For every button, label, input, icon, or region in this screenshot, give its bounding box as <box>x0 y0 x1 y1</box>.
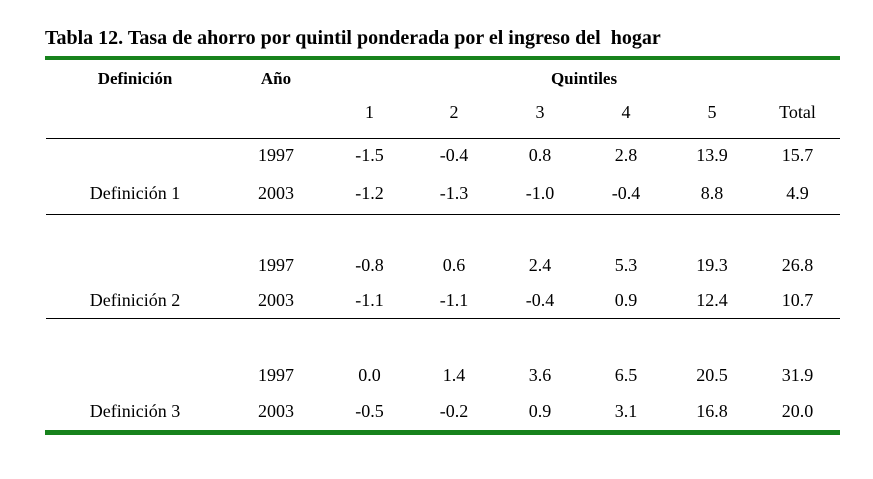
cell-value: 5.3 <box>614 255 638 275</box>
cell-value: 20.0 <box>781 400 814 421</box>
cell-value: 2.8 <box>614 145 638 166</box>
cell-value: 0.9 <box>528 400 552 421</box>
cell-value: 8.8 <box>669 173 755 215</box>
cell-value: -0.4 <box>583 173 669 215</box>
cell-value: 0.8 <box>528 145 552 166</box>
cell-definition-empty <box>46 358 224 392</box>
header-col-4: 4 <box>583 96 669 139</box>
header-row-columns: 1 2 3 4 5 Total <box>46 96 841 139</box>
cell-year: 2003 <box>224 283 328 319</box>
cell-year: 1997 <box>258 364 294 385</box>
cell-value: -1.0 <box>497 173 583 215</box>
header-spacer <box>224 96 328 139</box>
cell-definition-empty <box>46 138 224 173</box>
header-col-2: 2 <box>411 96 497 139</box>
cell-value: 4.9 <box>755 173 841 215</box>
cell-value: 0.6 <box>442 255 466 275</box>
cell-year: 1997 <box>258 255 294 275</box>
savings-rate-table: Definición Año Quintiles 1 2 3 4 5 Total… <box>46 61 841 430</box>
header-row-main: Definición Año Quintiles <box>46 61 840 96</box>
header-col-total: Total <box>755 96 841 139</box>
cell-value: -1.2 <box>328 173 411 215</box>
cell-value: -1.1 <box>411 283 497 319</box>
table-row: 1997 -0.8 0.6 2.4 5.3 19.3 26.8 <box>46 248 840 283</box>
cell-value: 10.7 <box>755 283 841 319</box>
cell-value: 6.5 <box>614 364 638 385</box>
cell-value: -1.3 <box>411 173 497 215</box>
table-title: Tabla 12. Tasa de ahorro por quintil pon… <box>45 27 661 49</box>
cell-value: 2.4 <box>528 255 552 275</box>
header-col-5: 5 <box>669 96 755 139</box>
cell-definition: Definición 2 <box>46 283 224 319</box>
cell-definition-empty <box>46 248 224 283</box>
cell-value: -0.4 <box>497 283 583 319</box>
title-underline-rule <box>45 56 840 60</box>
cell-value: 26.8 <box>781 255 814 275</box>
group-spacer-row <box>46 214 840 248</box>
header-quintiles: Quintiles <box>550 68 618 88</box>
cell-value: 16.8 <box>696 400 728 421</box>
header-definition: Definición <box>97 68 173 88</box>
cell-value: -0.5 <box>355 400 384 421</box>
cell-value: -0.8 <box>355 255 384 275</box>
cell-definition: Definición 3 <box>89 400 181 421</box>
cell-value: 3.6 <box>528 364 552 385</box>
cell-value: 15.7 <box>781 145 814 166</box>
group-spacer-row <box>46 318 840 358</box>
cell-year: 1997 <box>258 145 294 166</box>
cell-value: 20.5 <box>696 364 728 385</box>
bottom-border-rule <box>45 430 840 435</box>
header-col-1: 1 <box>328 96 411 139</box>
cell-value: -1.5 <box>355 145 384 166</box>
table-row: Definición 2 2003 -1.1 -1.1 -0.4 0.9 12.… <box>46 283 841 319</box>
header-year: Año <box>260 68 292 88</box>
cell-value: 1.4 <box>442 364 466 385</box>
cell-value: 3.1 <box>614 400 638 421</box>
cell-value: 0.9 <box>583 283 669 319</box>
table-row: 1997 0.0 1.4 3.6 6.5 20.5 31.9 <box>46 358 840 392</box>
header-col-3: 3 <box>497 96 583 139</box>
table-row: Definición 3 2003 -0.5 -0.2 0.9 3.1 16.8… <box>46 392 840 430</box>
table-row: Definición 1 2003 -1.2 -1.3 -1.0 -0.4 8.… <box>46 173 841 215</box>
cell-value: -0.4 <box>439 145 469 166</box>
cell-value: 12.4 <box>669 283 755 319</box>
cell-value: 31.9 <box>781 364 814 385</box>
header-spacer <box>46 96 224 139</box>
cell-value: -0.2 <box>439 400 469 421</box>
table-row: 1997 -1.5 -0.4 0.8 2.8 13.9 15.7 <box>46 138 840 173</box>
cell-value: 13.9 <box>696 145 728 166</box>
cell-value: 19.3 <box>696 255 728 275</box>
cell-value: 0.0 <box>358 364 381 385</box>
cell-year: 2003 <box>224 173 328 215</box>
cell-value: -1.1 <box>328 283 411 319</box>
cell-definition: Definición 1 <box>46 173 224 215</box>
cell-year: 2003 <box>258 400 294 421</box>
